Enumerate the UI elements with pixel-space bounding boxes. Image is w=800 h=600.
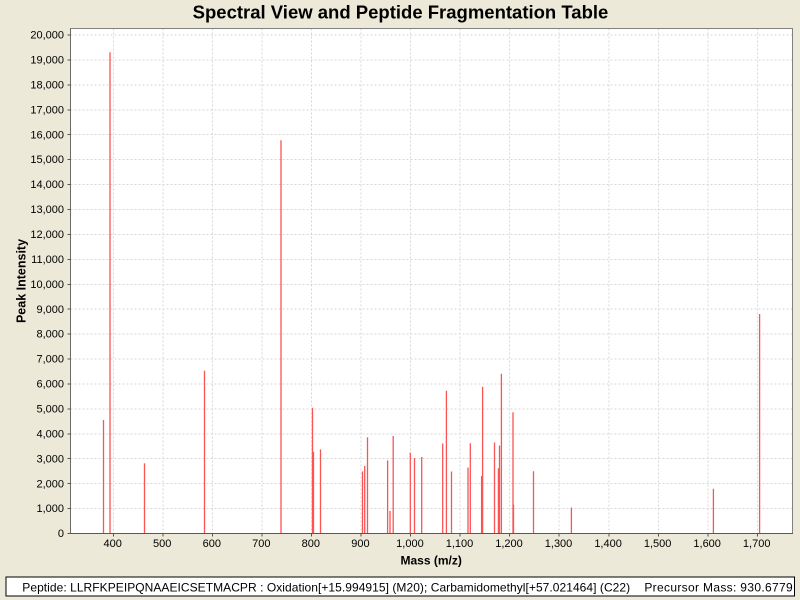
svg-text:19,000: 19,000 [30,55,64,67]
svg-text:14,000: 14,000 [30,179,64,191]
svg-text:18,000: 18,000 [30,79,64,91]
svg-text:16,000: 16,000 [30,129,64,141]
svg-text:2,000: 2,000 [36,478,64,490]
svg-text:8,000: 8,000 [36,329,64,341]
svg-text:900: 900 [351,538,369,550]
svg-text:Spectral View and Peptide Frag: Spectral View and Peptide Fragmentation … [193,1,609,22]
svg-text:4,000: 4,000 [36,428,64,440]
svg-text:1,000: 1,000 [396,538,424,550]
svg-text:Peak Intensity: Peak Intensity [15,239,29,323]
svg-text:400: 400 [104,538,122,550]
svg-text:1,200: 1,200 [495,538,523,550]
svg-text:600: 600 [203,538,221,550]
svg-text:Precursor Mass: 930.6779: Precursor Mass: 930.6779 [644,581,793,595]
svg-text:10,000: 10,000 [30,279,64,291]
svg-text:700: 700 [252,538,270,550]
svg-text:12,000: 12,000 [30,229,64,241]
svg-text:15,000: 15,000 [30,154,64,166]
svg-text:1,700: 1,700 [743,538,771,550]
svg-text:Peptide: LLRFKPEIPQNAAEICSETMA: Peptide: LLRFKPEIPQNAAEICSETMACPR : Oxid… [22,581,630,595]
svg-text:6,000: 6,000 [36,379,64,391]
svg-text:800: 800 [302,538,320,550]
svg-text:1,400: 1,400 [594,538,622,550]
svg-text:0: 0 [58,528,64,540]
svg-text:7,000: 7,000 [36,354,64,366]
svg-text:13,000: 13,000 [30,204,64,216]
svg-text:1,000: 1,000 [36,503,64,515]
svg-text:11,000: 11,000 [31,254,64,266]
svg-text:20,000: 20,000 [30,30,64,42]
svg-text:1,600: 1,600 [693,538,721,550]
svg-text:3,000: 3,000 [36,453,64,465]
svg-text:1,500: 1,500 [644,538,672,550]
svg-text:1,300: 1,300 [545,538,573,550]
svg-text:500: 500 [153,538,171,550]
svg-text:17,000: 17,000 [30,104,64,116]
svg-text:1,100: 1,100 [446,538,474,550]
svg-text:9,000: 9,000 [36,304,64,316]
svg-text:Mass (m/z): Mass (m/z) [401,553,462,567]
svg-text:5,000: 5,000 [36,403,64,415]
